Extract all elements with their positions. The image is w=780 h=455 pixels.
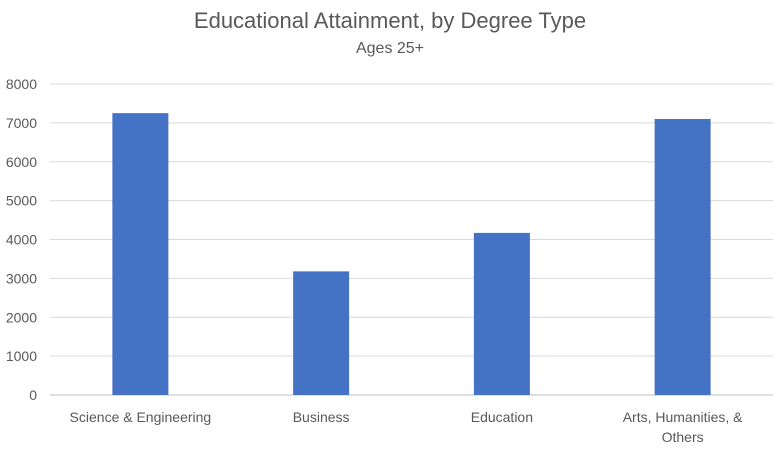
bars xyxy=(112,113,711,396)
y-tick-label: 6000 xyxy=(6,154,37,170)
chart-title: Educational Attainment, by Degree Type xyxy=(193,8,587,33)
x-axis-labels: Science & Engineering Business Education Ar… xyxy=(70,409,744,445)
bar xyxy=(293,271,350,395)
y-tick-label: 0 xyxy=(29,387,37,403)
bar xyxy=(473,232,530,395)
chart-subtitle: Ages 25+ xyxy=(355,40,425,57)
x-category-label: Science & Engineering xyxy=(70,409,212,425)
y-axis-ticks: 0 1000 2000 3000 4000 5000 6000 7000 8000 xyxy=(6,76,37,403)
x-category-label: Arts, Humanities, & Others xyxy=(623,409,743,445)
x-category-label: Business xyxy=(293,409,350,425)
bar xyxy=(654,118,711,396)
x-category-label: Education xyxy=(471,409,533,425)
y-tick-label: 7000 xyxy=(6,115,37,131)
y-tick-label: 3000 xyxy=(6,270,37,286)
y-tick-label: 1000 xyxy=(6,348,37,364)
gridlines xyxy=(50,83,773,396)
y-tick-label: 4000 xyxy=(6,232,37,248)
y-tick-label: 5000 xyxy=(6,193,37,209)
y-tick-label: 8000 xyxy=(6,76,37,92)
y-tick-label: 2000 xyxy=(6,309,37,325)
bar xyxy=(112,113,169,395)
